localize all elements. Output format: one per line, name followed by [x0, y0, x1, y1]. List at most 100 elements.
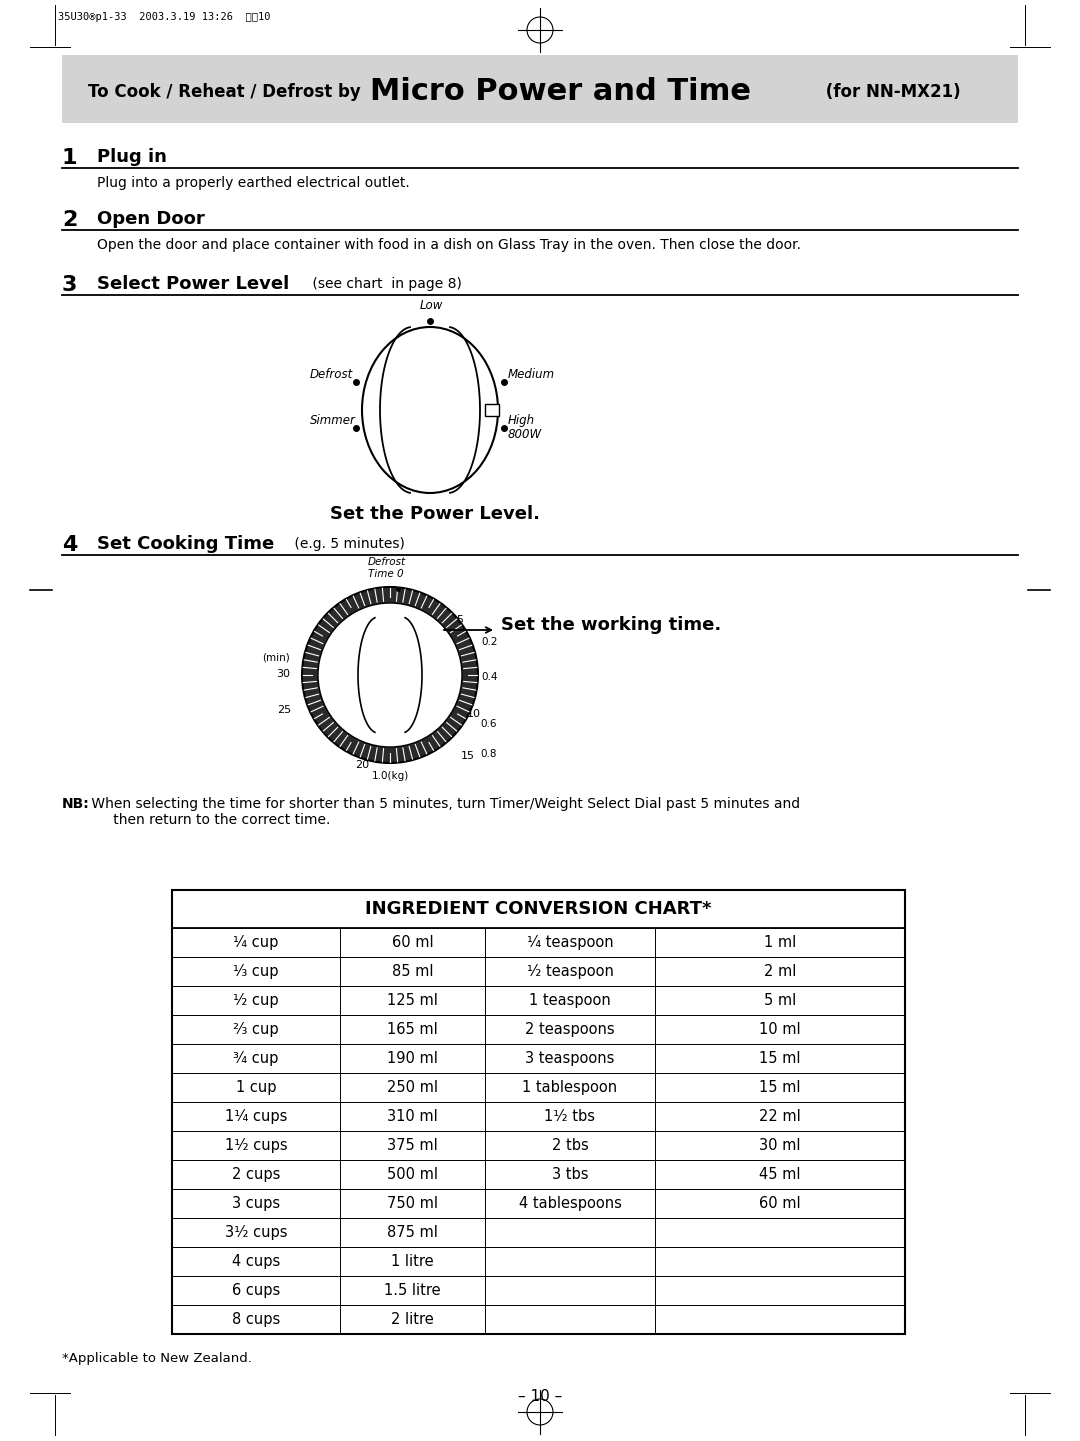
Text: 310 ml: 310 ml	[387, 1110, 437, 1124]
Bar	[172, 1218, 905, 1246]
Text: Time 0: Time 0	[368, 569, 404, 579]
Text: 2 cups: 2 cups	[232, 1167, 280, 1182]
Text: 1: 1	[62, 148, 78, 169]
Text: Defrost: Defrost	[368, 558, 406, 566]
Bar	[485, 403, 499, 416]
Text: To Cook / Reheat / Defrost by: To Cook / Reheat / Defrost by	[87, 84, 366, 101]
Text: 1¹⁄₂ tbs: 1¹⁄₂ tbs	[544, 1110, 595, 1124]
Text: 500 ml: 500 ml	[387, 1167, 438, 1182]
Text: Plug into a properly earthed electrical outlet.: Plug into a properly earthed electrical …	[97, 176, 409, 190]
Text: 750 ml: 750 ml	[387, 1196, 438, 1210]
Text: (for NN-MX21): (for NN-MX21)	[820, 84, 960, 101]
Text: 0.6: 0.6	[480, 719, 497, 729]
Text: 5: 5	[457, 614, 463, 624]
Text: 165 ml: 165 ml	[387, 1022, 437, 1038]
Text: 2 teaspoons: 2 teaspoons	[525, 1022, 615, 1038]
Bar	[172, 1014, 905, 1043]
Text: Simmer: Simmer	[310, 414, 356, 427]
Text: 20: 20	[355, 759, 369, 769]
Text: 22 ml: 22 ml	[759, 1110, 801, 1124]
Text: Low: Low	[420, 298, 444, 313]
Text: Defrost: Defrost	[310, 367, 353, 380]
Text: ¹⁄₂ teaspoon: ¹⁄₂ teaspoon	[527, 964, 613, 978]
Text: Set the working time.: Set the working time.	[501, 615, 721, 634]
Circle shape	[302, 586, 478, 762]
Text: 3 cups: 3 cups	[232, 1196, 280, 1210]
Text: 1 cup: 1 cup	[235, 1079, 276, 1095]
Text: 8 cups: 8 cups	[232, 1311, 280, 1327]
Text: 30 ml: 30 ml	[759, 1138, 800, 1153]
Bar	[172, 1246, 905, 1275]
Text: 5 ml: 5 ml	[764, 993, 796, 1009]
Text: 1 litre: 1 litre	[391, 1254, 434, 1270]
Text: 125 ml: 125 ml	[387, 993, 437, 1009]
Text: When selecting the time for shorter than 5 minutes, turn Timer/Weight Select Dia: When selecting the time for shorter than…	[87, 797, 800, 827]
Text: 6 cups: 6 cups	[232, 1282, 280, 1298]
Text: 1 teaspoon: 1 teaspoon	[529, 993, 611, 1009]
Text: 3 teaspoons: 3 teaspoons	[525, 1050, 615, 1066]
Text: 30: 30	[276, 669, 291, 679]
Text: 60 ml: 60 ml	[392, 935, 433, 950]
Text: 15 ml: 15 ml	[759, 1050, 800, 1066]
Text: Medium: Medium	[508, 367, 555, 380]
Text: 0.4: 0.4	[481, 672, 498, 682]
Text: 15: 15	[461, 751, 475, 761]
Text: ¹⁄₃ cup: ¹⁄₃ cup	[233, 964, 279, 978]
Text: Open Door: Open Door	[97, 210, 205, 228]
Text: 3: 3	[62, 275, 78, 295]
Text: 2 tbs: 2 tbs	[552, 1138, 589, 1153]
Bar	[172, 891, 905, 1334]
Text: Set the Power Level.: Set the Power Level.	[330, 504, 540, 523]
Text: 375 ml: 375 ml	[387, 1138, 437, 1153]
Text: 0.8: 0.8	[480, 749, 497, 759]
Text: *Applicable to New Zealand.: *Applicable to New Zealand.	[62, 1352, 252, 1365]
Bar	[172, 957, 905, 986]
Text: ³⁄₄ cup: ³⁄₄ cup	[233, 1050, 279, 1066]
Text: ¹⁄₄ cup: ¹⁄₄ cup	[233, 935, 279, 950]
Text: 15 ml: 15 ml	[759, 1079, 800, 1095]
Bar	[172, 1131, 905, 1160]
Text: Micro Power and Time: Micro Power and Time	[370, 78, 751, 107]
Text: 60 ml: 60 ml	[759, 1196, 800, 1210]
Text: 1¹⁄₄ cups: 1¹⁄₄ cups	[225, 1110, 287, 1124]
Text: Plug in: Plug in	[97, 148, 167, 166]
Text: INGREDIENT CONVERSION CHART*: INGREDIENT CONVERSION CHART*	[365, 901, 712, 918]
Bar	[172, 1160, 905, 1189]
Text: (see chart  in page 8): (see chart in page 8)	[308, 277, 462, 291]
Text: ¹⁄₂ cup: ¹⁄₂ cup	[233, 993, 279, 1009]
Bar	[172, 1102, 905, 1131]
Text: (e.g. 5 minutes): (e.g. 5 minutes)	[291, 537, 405, 550]
Text: 45 ml: 45 ml	[759, 1167, 800, 1182]
Text: 1.0(kg): 1.0(kg)	[372, 771, 408, 781]
Text: 10: 10	[467, 709, 481, 719]
Text: 2 ml: 2 ml	[764, 964, 796, 978]
Text: 25: 25	[276, 705, 292, 715]
Text: 4 tablespoons: 4 tablespoons	[518, 1196, 621, 1210]
Bar	[172, 1074, 905, 1102]
Text: – 10 –: – 10 –	[518, 1389, 562, 1404]
Text: Select Power Level: Select Power Level	[97, 275, 289, 293]
Text: NB:: NB:	[62, 797, 90, 811]
Bar	[172, 986, 905, 1014]
Text: ¹⁄₄ teaspoon: ¹⁄₄ teaspoon	[527, 935, 613, 950]
Text: 4 cups: 4 cups	[232, 1254, 280, 1270]
Bar	[172, 928, 905, 957]
Text: 10 ml: 10 ml	[759, 1022, 800, 1038]
Text: 35U30®p1-33  2003.3.19 13:26  页靕10: 35U30®p1-33 2003.3.19 13:26 页靕10	[58, 12, 270, 22]
Text: 1 tablespoon: 1 tablespoon	[523, 1079, 618, 1095]
Text: 4: 4	[62, 535, 78, 555]
Text: (min): (min)	[262, 651, 291, 661]
Text: 875 ml: 875 ml	[387, 1225, 437, 1241]
Circle shape	[318, 602, 462, 746]
Text: 2: 2	[62, 210, 78, 231]
Bar	[172, 1043, 905, 1074]
Bar	[172, 1306, 905, 1334]
Text: Set Cooking Time: Set Cooking Time	[97, 535, 274, 553]
Text: ²⁄₃ cup: ²⁄₃ cup	[233, 1022, 279, 1038]
Bar	[172, 891, 905, 928]
Bar	[172, 1189, 905, 1218]
Text: 1.5 litre: 1.5 litre	[384, 1282, 441, 1298]
Bar	[172, 1275, 905, 1306]
Text: 0.2: 0.2	[481, 637, 498, 647]
Text: 85 ml: 85 ml	[392, 964, 433, 978]
